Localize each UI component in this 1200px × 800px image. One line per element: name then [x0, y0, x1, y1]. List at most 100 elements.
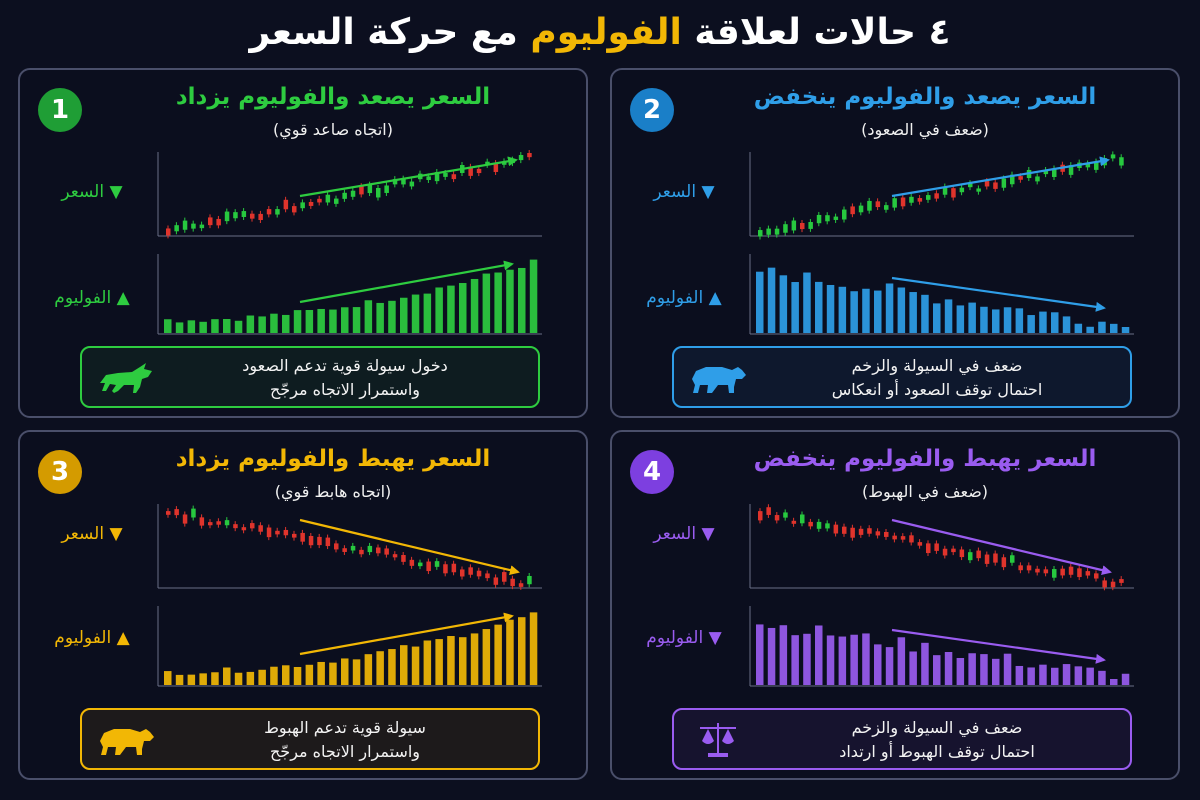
page-title: ٤ حالات لعلاقة الفوليوم مع حركة السعر	[0, 12, 1200, 53]
volume-label: ▲ الفوليوم	[54, 288, 130, 308]
price-candle	[984, 181, 990, 187]
price-candle	[808, 222, 813, 229]
price-candle	[766, 507, 771, 515]
price-candle	[993, 182, 998, 189]
volume-bar	[1062, 316, 1071, 333]
price-candle	[308, 201, 314, 206]
price-candle	[791, 220, 797, 231]
price-candle	[208, 217, 213, 226]
price-candle	[166, 511, 171, 515]
volume-bar	[529, 259, 538, 333]
volume-bar	[282, 665, 290, 685]
volume-bar	[293, 310, 302, 333]
price-candle	[850, 206, 855, 215]
volume-bar	[767, 627, 776, 685]
price-candle	[182, 220, 188, 230]
volume-bar	[293, 666, 302, 685]
volume-bar	[329, 662, 337, 685]
price-candle	[468, 567, 473, 575]
price-candle	[842, 526, 847, 534]
volume-bar	[211, 319, 219, 333]
volume-bar	[506, 269, 514, 333]
price-candle	[401, 555, 406, 562]
price-candle	[825, 215, 830, 222]
price-candle	[350, 190, 356, 197]
volume-bar	[956, 305, 965, 333]
price-candle	[909, 196, 914, 203]
note-line-1: ضعف في السيولة والزخم	[851, 718, 1023, 737]
volume-bar	[435, 287, 443, 333]
volume-bar	[874, 290, 882, 333]
price-candle	[774, 228, 780, 235]
price-candle	[510, 578, 515, 587]
volume-bar	[400, 297, 408, 333]
price-candle	[900, 536, 906, 540]
volume-label: ▲ الفوليوم	[646, 288, 722, 308]
price-candle	[850, 527, 855, 538]
price-candle	[1085, 571, 1091, 576]
volume-bar	[1051, 667, 1059, 685]
price-candle	[476, 570, 482, 577]
price-candle	[182, 514, 188, 524]
price-candle	[518, 583, 524, 587]
volume-bar	[1098, 321, 1106, 333]
price-candle	[917, 542, 923, 546]
price-candle	[485, 161, 490, 165]
volume-bar	[282, 314, 290, 333]
volume-bar	[470, 278, 479, 333]
volume-bar	[980, 306, 988, 333]
volume-bar	[992, 309, 1000, 333]
price-candle	[224, 520, 230, 526]
price-candle	[917, 198, 923, 202]
volume-bar	[815, 625, 823, 685]
volume-bar	[756, 624, 764, 685]
scales-icon-shape	[700, 723, 736, 757]
price-candle	[334, 198, 339, 204]
volume-bar	[270, 313, 278, 333]
volume-bar	[494, 272, 502, 333]
price-candle	[518, 155, 524, 161]
volume-trend-arrow	[891, 628, 1106, 664]
volume-bar	[1086, 667, 1094, 685]
price-candle	[493, 163, 499, 172]
note-box: ضعف في السيولة والزخم احتمال توقف الصعود …	[672, 346, 1132, 408]
volume-bar	[1086, 326, 1094, 333]
chart-area	[157, 504, 542, 687]
price-candle	[800, 514, 805, 524]
volume-bar	[494, 624, 502, 685]
volume-bar	[459, 637, 467, 685]
price-candle	[233, 212, 238, 219]
volume-bar	[199, 321, 207, 333]
price-candle	[317, 198, 322, 203]
note-line-2: واستمرار الاتجاه مرجّح	[269, 380, 421, 399]
case-number-badge: 2	[630, 88, 674, 132]
price-candle	[443, 564, 448, 574]
volume-bar	[317, 661, 325, 685]
volume-bar	[1110, 679, 1118, 685]
volume-bar	[791, 282, 799, 333]
panel-subtitle: (ضعف في الصعود)	[861, 120, 989, 139]
volume-bar	[1027, 315, 1035, 333]
price-candle	[1110, 154, 1116, 159]
price-candle	[968, 552, 973, 561]
volume-bar	[258, 316, 266, 333]
price-candle	[926, 543, 931, 554]
price-candle	[1010, 174, 1015, 185]
title-text-1: ٤ حالات لعلاقة	[681, 12, 951, 53]
price-candle	[842, 209, 847, 220]
volume-bar	[897, 287, 906, 333]
price-candle	[502, 572, 507, 582]
price-candle	[1010, 555, 1015, 563]
case-number-badge: 4	[630, 450, 674, 494]
price-candle	[1094, 161, 1099, 170]
volume-bar	[411, 294, 420, 333]
volume-bar	[862, 288, 870, 333]
price-candle	[993, 553, 998, 563]
price-candle	[451, 174, 457, 180]
volume-bar	[944, 299, 953, 333]
price-candle	[800, 222, 805, 230]
volume-bar	[756, 271, 764, 333]
volume-bar	[803, 272, 811, 333]
price-candle	[858, 528, 864, 535]
volume-bar	[506, 619, 514, 685]
